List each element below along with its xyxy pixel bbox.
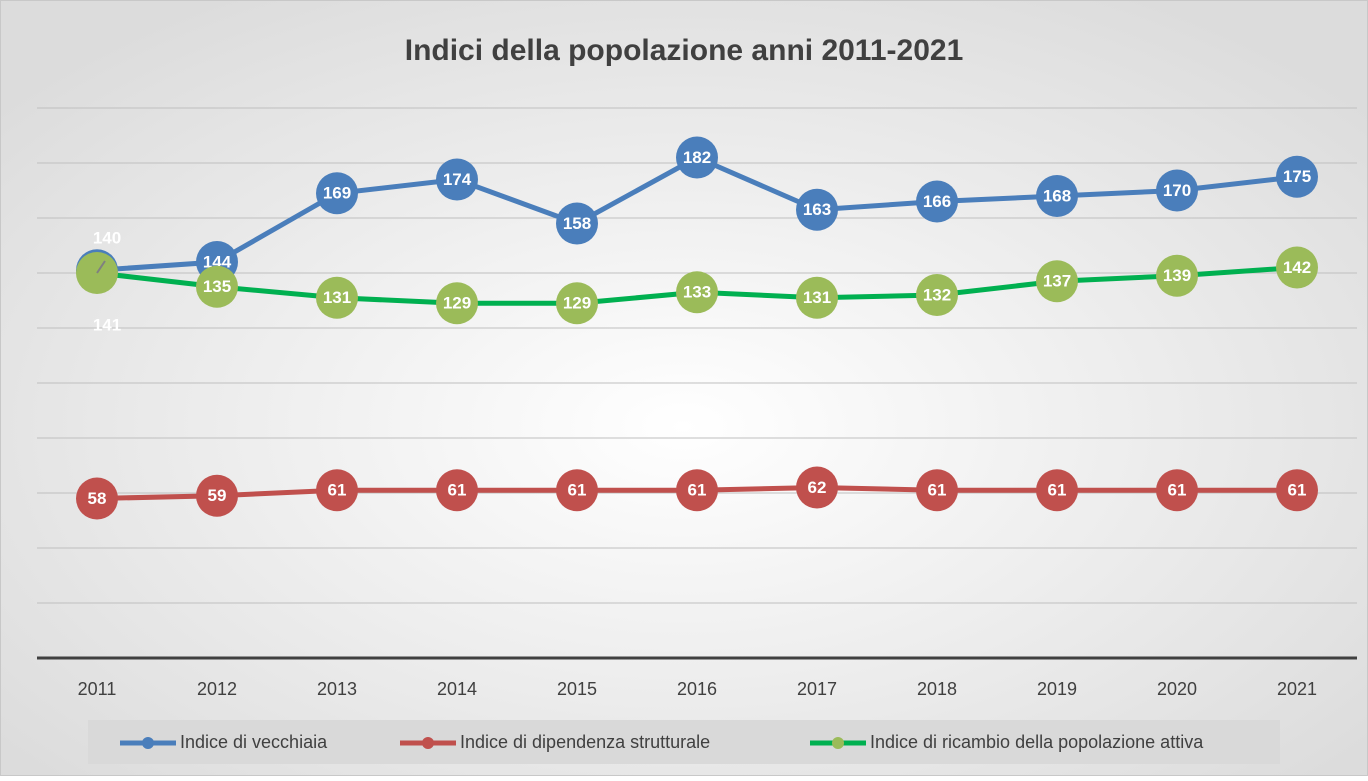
data-label: 163 bbox=[803, 200, 831, 219]
marker bbox=[556, 282, 598, 325]
marker bbox=[1156, 169, 1198, 212]
marker bbox=[76, 477, 118, 520]
x-tick-label: 2013 bbox=[317, 679, 357, 699]
data-label: 61 bbox=[448, 481, 467, 500]
data-label: 144 bbox=[203, 252, 232, 271]
marker bbox=[796, 466, 838, 509]
marker bbox=[676, 136, 718, 179]
x-tick-label: 2014 bbox=[437, 679, 477, 699]
marker bbox=[196, 474, 238, 517]
marker bbox=[916, 469, 958, 512]
data-label: 169 bbox=[323, 184, 351, 203]
marker bbox=[316, 276, 358, 319]
marker bbox=[1036, 175, 1078, 217]
marker bbox=[676, 469, 718, 512]
legend-label: Indice di vecchiaia bbox=[180, 732, 328, 752]
chart-title: Indici della popolazione anni 2011-2021 bbox=[405, 34, 964, 67]
x-tick-label: 2016 bbox=[677, 679, 717, 699]
marker bbox=[436, 158, 478, 201]
data-label: 62 bbox=[808, 478, 827, 497]
data-label: 61 bbox=[328, 481, 347, 500]
data-label: 158 bbox=[563, 214, 591, 233]
data-label: 166 bbox=[923, 192, 951, 211]
marker bbox=[676, 271, 718, 314]
data-label: 141 bbox=[93, 316, 121, 335]
marker bbox=[436, 469, 478, 512]
marker bbox=[916, 180, 958, 223]
x-tick-label: 2019 bbox=[1037, 679, 1077, 699]
marker bbox=[196, 265, 238, 308]
data-label: 58 bbox=[88, 489, 107, 508]
data-label: 170 bbox=[1163, 181, 1191, 200]
data-label: 175 bbox=[1283, 167, 1311, 186]
data-label: 168 bbox=[1043, 186, 1071, 205]
leader-line bbox=[96, 260, 106, 274]
data-label: 61 bbox=[1168, 481, 1187, 500]
marker bbox=[1276, 155, 1318, 198]
data-label: 61 bbox=[928, 481, 947, 500]
legend-label: Indice di dipendenza strutturale bbox=[460, 732, 710, 752]
marker bbox=[796, 188, 838, 231]
x-tick-label: 2018 bbox=[917, 679, 957, 699]
x-tick-label: 2015 bbox=[557, 679, 597, 699]
marker bbox=[1156, 469, 1198, 512]
marker bbox=[556, 469, 598, 512]
x-tick-label: 2012 bbox=[197, 679, 237, 699]
data-label: 139 bbox=[1163, 266, 1191, 285]
legend-marker bbox=[832, 737, 844, 749]
data-label: 135 bbox=[203, 277, 231, 296]
data-label: 133 bbox=[683, 283, 711, 302]
marker bbox=[316, 172, 358, 215]
data-label: 174 bbox=[443, 170, 472, 189]
marker bbox=[556, 202, 598, 245]
legend-marker bbox=[422, 737, 434, 749]
data-label: 59 bbox=[208, 486, 227, 505]
x-tick-label: 2017 bbox=[797, 679, 837, 699]
marker bbox=[1276, 469, 1318, 512]
legend-box bbox=[88, 720, 1280, 764]
marker bbox=[1036, 469, 1078, 512]
data-label: 61 bbox=[688, 481, 707, 500]
data-label: 142 bbox=[1283, 258, 1311, 277]
data-label: 132 bbox=[923, 285, 951, 304]
marker bbox=[1036, 260, 1078, 303]
marker bbox=[436, 282, 478, 325]
data-label: 131 bbox=[323, 288, 351, 307]
marker bbox=[1276, 246, 1318, 289]
data-label: 61 bbox=[568, 481, 587, 500]
data-label: 61 bbox=[1288, 481, 1307, 500]
data-label: 131 bbox=[803, 288, 831, 307]
data-label: 140 bbox=[93, 228, 121, 247]
x-tick-label: 2020 bbox=[1157, 679, 1197, 699]
marker bbox=[1156, 254, 1198, 297]
data-label: 129 bbox=[563, 294, 591, 313]
data-label: 137 bbox=[1043, 272, 1071, 291]
data-label: 61 bbox=[1048, 481, 1067, 500]
x-tick-label: 2011 bbox=[78, 679, 117, 699]
marker bbox=[316, 469, 358, 512]
marker bbox=[796, 276, 838, 319]
legend-marker bbox=[142, 737, 154, 749]
data-label: 182 bbox=[683, 148, 711, 167]
marker bbox=[916, 274, 958, 316]
data-label: 129 bbox=[443, 294, 471, 313]
legend-label: Indice di ricambio della popolazione att… bbox=[870, 732, 1204, 752]
x-tick-label: 2021 bbox=[1277, 679, 1317, 699]
